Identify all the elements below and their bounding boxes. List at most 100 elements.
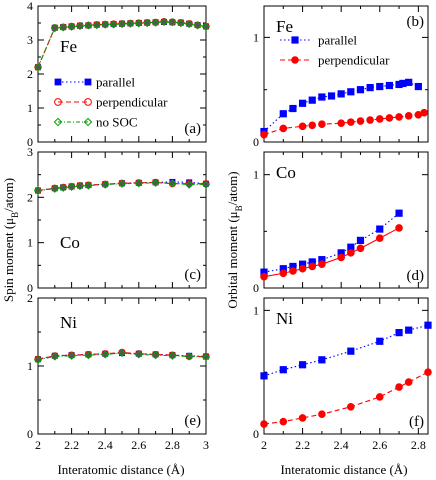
panel-label: (c) xyxy=(184,267,201,283)
panel-c: 0 1 2 3 Co (c) xyxy=(27,145,211,295)
data-point-perpendicular xyxy=(308,121,317,130)
data-point-perpendicular xyxy=(347,402,355,411)
legend-marker-no_soc xyxy=(53,117,63,127)
data-point-perpendicular xyxy=(298,264,307,273)
y-tick-label: 1 xyxy=(27,359,33,373)
legend-marker-parallel xyxy=(291,36,299,44)
data-point-perpendicular xyxy=(260,130,268,139)
data-point-no_soc xyxy=(109,20,118,29)
data-point-perpendicular xyxy=(298,122,307,131)
data-point-parallel xyxy=(376,225,384,233)
data-point-perpendicular xyxy=(337,119,345,127)
legend: parallel perpendicular no SOC xyxy=(53,75,168,130)
element-label: Ni xyxy=(276,309,293,328)
data-point-no_soc xyxy=(185,180,194,189)
x-tick-label: 2.2 xyxy=(295,438,310,452)
data-point-no_soc xyxy=(101,20,110,29)
data-point-perpendicular xyxy=(395,383,403,391)
data-point-no_soc xyxy=(151,18,160,27)
y-tick-label: 2 xyxy=(27,190,33,204)
data-point-no_soc xyxy=(168,351,177,360)
legend-marker-parallel xyxy=(84,78,92,86)
data-point-no_soc xyxy=(33,355,43,364)
data-point-perpendicular xyxy=(347,249,355,257)
data-point-parallel xyxy=(405,78,413,86)
y-tick-label: 0 xyxy=(253,135,259,149)
x-tick-label: 3 xyxy=(203,438,209,452)
data-point-no_soc xyxy=(33,186,43,195)
data-point-parallel xyxy=(347,347,355,355)
element-label: Co xyxy=(276,163,296,182)
legend-label-parallel: parallel xyxy=(318,33,357,48)
panel-f-frame xyxy=(263,297,429,435)
panel-label: (d) xyxy=(407,268,425,284)
data-point-parallel xyxy=(318,93,326,101)
data-point-perpendicular xyxy=(308,262,317,271)
data-point-no_soc xyxy=(151,351,160,360)
data-point-no_soc xyxy=(117,19,127,29)
series-line-parallel xyxy=(263,212,400,273)
data-point-parallel xyxy=(356,86,365,94)
data-point-no_soc xyxy=(50,352,59,361)
data-point-parallel xyxy=(308,96,316,104)
data-point-parallel xyxy=(366,84,374,92)
data-point-no_soc xyxy=(134,179,143,188)
data-point-no_soc xyxy=(75,21,85,31)
panel-label: (f) xyxy=(409,414,424,430)
data-point-no_soc xyxy=(151,178,160,187)
x-tick-label: 2 xyxy=(261,438,267,452)
data-point-no_soc xyxy=(33,63,43,72)
element-label: Fe xyxy=(276,17,293,36)
legend-marker-parallel xyxy=(54,78,62,86)
y-tick-label: 3 xyxy=(27,145,33,159)
left-x-axis-title: Interatomic distance (Å) xyxy=(57,462,184,477)
panel-label: (a) xyxy=(184,121,201,137)
data-point-parallel xyxy=(414,82,422,91)
left-y-axis-title-tail: /atom) xyxy=(1,178,16,212)
panel-f: 2 2.2 2.4 2.6 2.8 0 1 Ni (f) xyxy=(253,297,432,452)
right-y-axis-title-tail: /atom) xyxy=(225,171,240,205)
data-point-parallel xyxy=(327,92,336,100)
y-tick-label: 0 xyxy=(253,281,259,295)
left-y-axis-title-sub: B xyxy=(10,212,20,218)
data-point-parallel xyxy=(298,361,307,369)
data-point-no_soc xyxy=(84,21,93,30)
data-point-no_soc xyxy=(185,19,194,29)
data-point-no_soc xyxy=(143,18,152,28)
data-point-perpendicular xyxy=(318,410,326,419)
data-point-no_soc xyxy=(134,350,143,359)
y-tick-label: 1 xyxy=(253,30,259,44)
data-point-no_soc xyxy=(101,350,110,359)
x-tick-label: 2.8 xyxy=(411,438,426,452)
data-point-no_soc xyxy=(185,352,194,361)
data-point-no_soc xyxy=(84,351,93,360)
y-tick-label: 1 xyxy=(27,101,33,115)
data-point-perpendicular xyxy=(375,115,384,123)
y-tick-label: 1 xyxy=(253,303,259,317)
data-point-no_soc xyxy=(50,23,59,33)
data-point-parallel xyxy=(318,356,326,364)
y-tick-label: 1 xyxy=(27,236,33,250)
data-point-perpendicular xyxy=(420,108,428,117)
y-tick-label: 2 xyxy=(27,67,33,81)
y-tick-label: 2 xyxy=(27,291,33,305)
x-tick-label: 2.8 xyxy=(165,438,180,452)
data-point-perpendicular xyxy=(260,272,268,281)
data-point-parallel xyxy=(395,209,403,217)
data-point-perpendicular xyxy=(375,393,384,401)
x-tick-label: 2.4 xyxy=(98,438,113,452)
legend-label-no_soc: no SOC xyxy=(96,115,138,130)
panel-d: 0 1 Co (d) xyxy=(253,151,429,295)
data-point-parallel xyxy=(405,326,413,334)
data-point-no_soc xyxy=(67,22,76,31)
data-point-perpendicular xyxy=(385,114,394,122)
data-point-perpendicular xyxy=(337,253,345,262)
data-point-no_soc xyxy=(193,21,202,30)
data-point-perpendicular xyxy=(404,112,413,120)
x-tick-label: 2 xyxy=(35,438,41,452)
panel-c-frame xyxy=(37,151,207,289)
data-point-parallel xyxy=(385,81,394,90)
data-point-perpendicular xyxy=(375,234,384,242)
data-point-parallel xyxy=(376,337,384,345)
data-point-parallel xyxy=(356,236,365,244)
